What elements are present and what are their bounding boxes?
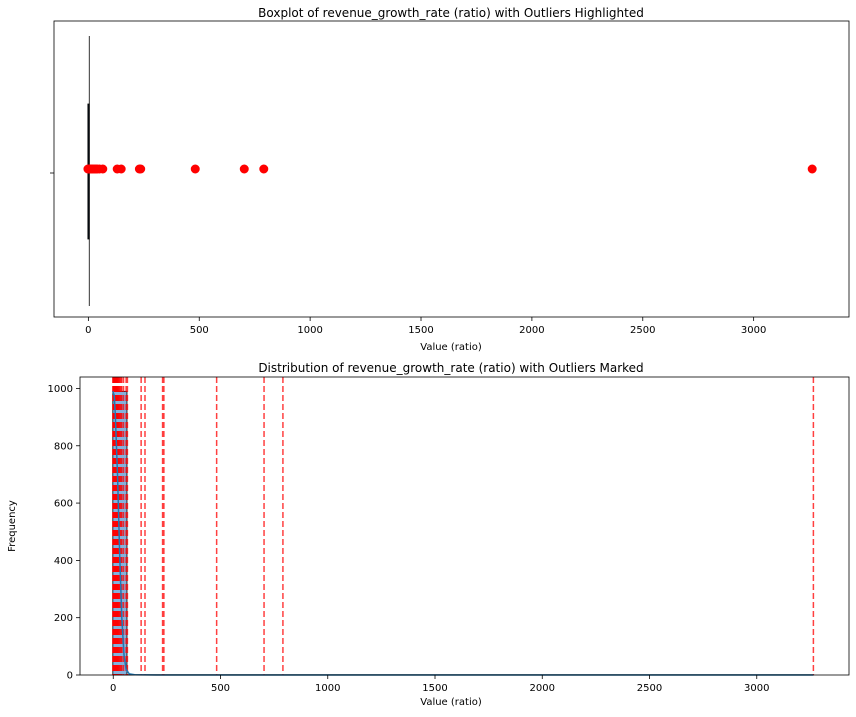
y-tick-label: 800 — [54, 441, 73, 452]
x-tick-label: 2000 — [530, 683, 555, 694]
chart2-axes-frame — [80, 377, 849, 675]
x-tick-label: 3000 — [744, 683, 769, 694]
outlier-point — [99, 165, 107, 173]
chart2-ylabel: Frequency — [7, 500, 18, 552]
chart1-title: Boxplot of revenue_growth_rate (ratio) w… — [258, 6, 644, 20]
chart2-xlabel: Value (ratio) — [420, 697, 482, 708]
outlier-point — [137, 165, 145, 173]
x-tick-label: 2500 — [630, 325, 655, 336]
outlier-point — [191, 165, 199, 173]
y-tick-label: 200 — [54, 613, 73, 624]
y-tick-label: 1000 — [48, 384, 73, 395]
x-tick-label: 3000 — [741, 325, 766, 336]
x-tick-label: 1000 — [297, 325, 322, 336]
outlier-point — [117, 165, 125, 173]
x-tick-label: 500 — [211, 683, 230, 694]
outlier-point — [260, 165, 268, 173]
x-tick-label: 500 — [190, 325, 209, 336]
y-tick-label: 600 — [54, 499, 73, 510]
boxplot-chart: Boxplot of revenue_growth_rate (ratio) w… — [50, 6, 849, 353]
x-tick-label: 1000 — [315, 683, 340, 694]
chart2-title: Distribution of revenue_growth_rate (rat… — [258, 361, 643, 375]
chart1-axes-frame — [54, 21, 849, 317]
kde-curve — [113, 391, 814, 675]
histogram-chart: Distribution of revenue_growth_rate (rat… — [7, 361, 849, 708]
outlier-point — [808, 165, 816, 173]
y-tick-label: 400 — [54, 556, 73, 567]
y-tick-label: 0 — [67, 671, 73, 682]
outlier-point — [240, 165, 248, 173]
x-tick-label: 1500 — [408, 325, 433, 336]
x-tick-label: 2500 — [637, 683, 662, 694]
x-tick-label: 2000 — [519, 325, 544, 336]
x-tick-label: 1500 — [422, 683, 447, 694]
chart1-xlabel: Value (ratio) — [420, 342, 482, 353]
x-tick-label: 0 — [85, 325, 91, 336]
x-tick-label: 0 — [110, 683, 116, 694]
